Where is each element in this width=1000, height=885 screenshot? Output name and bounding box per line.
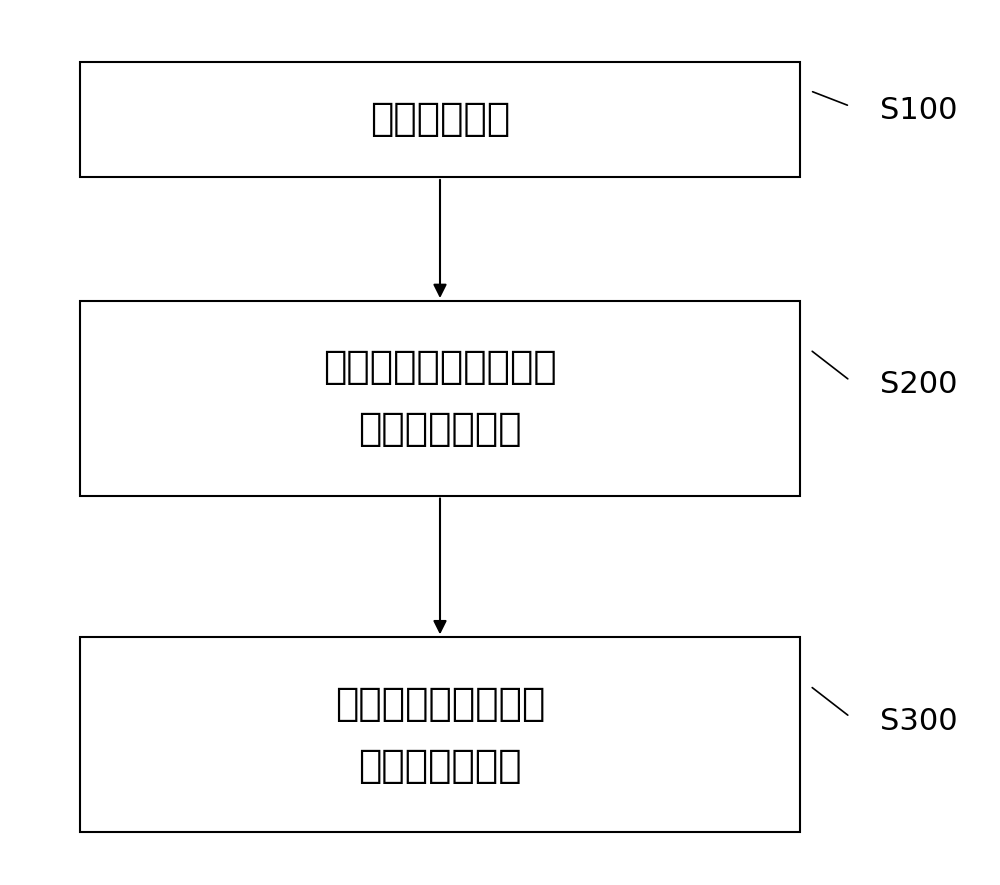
- FancyBboxPatch shape: [80, 62, 800, 177]
- Text: S200: S200: [880, 371, 958, 399]
- Text: S300: S300: [880, 707, 958, 735]
- Text: 度控制焊机送丝: 度控制焊机送丝: [358, 747, 522, 784]
- Text: 焊机的送丝速度: 焊机的送丝速度: [358, 411, 522, 448]
- FancyBboxPatch shape: [80, 637, 800, 832]
- FancyBboxPatch shape: [80, 301, 800, 496]
- Text: 获取调整信号: 获取调整信号: [370, 101, 510, 138]
- Text: 根据调整后的送丝速: 根据调整后的送丝速: [335, 685, 545, 722]
- Text: S100: S100: [880, 96, 958, 125]
- Text: 根据所述调整信号调整: 根据所述调整信号调整: [323, 349, 557, 386]
